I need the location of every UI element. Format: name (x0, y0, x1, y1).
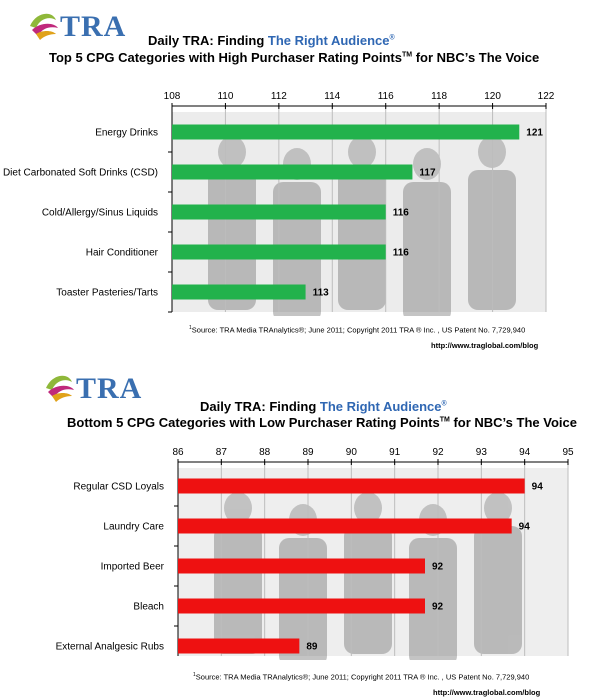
category-label: Toaster Pasteries/Tarts (56, 288, 158, 299)
source-text: Source: TRA Media TRAnalytics®; June 201… (191, 325, 526, 335)
tick-label: 89 (302, 447, 314, 458)
data-label: 121 (526, 128, 543, 139)
tick-label: 91 (389, 447, 401, 458)
tick-label: 88 (259, 447, 271, 458)
bar (172, 124, 520, 140)
swirl-icon (46, 375, 74, 402)
bar (178, 638, 300, 654)
category-label: Imported Beer (101, 562, 165, 573)
bar-chart-bottom: 86 87 88 89 90 91 92 93 94 95 Regular CSD Loyals 94… (56, 447, 574, 660)
tick-label: 108 (164, 91, 181, 102)
tick-label: 90 (346, 447, 358, 458)
subtitle-text: Top 5 CPG Categories with High Purchaser… (49, 50, 402, 65)
tick-label: 87 (216, 447, 228, 458)
category-label: Laundry Care (103, 522, 164, 533)
chart-subtitle: Bottom 5 CPG Categories with Low Purchas… (67, 415, 577, 430)
tick-label: 122 (538, 91, 555, 102)
category-label: Diet Carbonated Soft Drinks (CSD) (3, 168, 158, 179)
tick-label: 118 (431, 91, 447, 102)
bar (178, 558, 425, 574)
tick-label: 110 (217, 91, 233, 102)
tick-label: 114 (324, 91, 340, 102)
category-label: Bleach (133, 602, 164, 613)
tick-label: 112 (271, 91, 287, 102)
chart-subtitle: Top 5 CPG Categories with High Purchaser… (49, 50, 539, 65)
swirl-icon (30, 13, 58, 40)
tick-label: 93 (476, 447, 488, 458)
bar-chart-top: 108 110 112 114 116 118 120 122 Energy Drinks 121… (3, 91, 555, 316)
title-registered-mark: ® (441, 400, 447, 408)
bar (172, 284, 306, 300)
title-line: Daily TRA: Finding The Right Audience® (200, 399, 447, 414)
data-label: 116 (393, 208, 410, 219)
category-label: Regular CSD Loyals (73, 482, 164, 493)
tick-label: 116 (378, 91, 394, 102)
source-note: 1Source: TRA Media TRAnalytics®; June 20… (193, 672, 529, 682)
data-label: 94 (519, 522, 531, 533)
chart-panel-bottom: TRA Daily TRA: Finding The Right Audienc… (0, 352, 594, 700)
category-label: Energy Drinks (95, 128, 158, 139)
subtitle-text: Bottom 5 CPG Categories with Low Purchas… (67, 415, 440, 430)
bar (178, 518, 512, 534)
data-label: 92 (432, 562, 444, 573)
tick-label: 94 (519, 447, 531, 458)
subtitle-tm-mark: TM (439, 416, 450, 424)
data-label: 113 (313, 288, 330, 299)
bar (178, 598, 425, 614)
blog-url[interactable]: http://www.traglobal.com/blog (433, 688, 541, 697)
source-note: 1Source: TRA Media TRAnalytics®; June 20… (189, 325, 525, 335)
data-label: 94 (532, 482, 544, 493)
tick-label: 86 (172, 447, 184, 458)
title-prefix: Daily TRA: Finding (200, 399, 320, 414)
bar (172, 204, 386, 220)
tra-logo: TRA (30, 10, 126, 42)
chart-panel-top: TRA Daily TRA: Finding The Right Audienc… (3, 10, 555, 350)
tick-label: 120 (484, 91, 501, 102)
title-highlight: The Right Audience (319, 399, 442, 414)
blog-url[interactable]: http://www.traglobal.com/blog (431, 341, 539, 350)
logo-text: TRA (76, 372, 142, 404)
source-mark: 1 (189, 325, 192, 331)
subtitle-suffix: for NBC’s The Voice (449, 415, 577, 430)
bar (172, 244, 386, 260)
tick-label: 95 (562, 447, 574, 458)
tra-logo: TRA (46, 372, 142, 404)
data-label: 117 (419, 168, 436, 179)
title-line: Daily TRA: Finding The Right Audience® (148, 33, 395, 48)
tick-label: 92 (432, 447, 444, 458)
source-text: Source: TRA Media TRAnalytics®; June 201… (195, 672, 530, 682)
data-label: 89 (306, 642, 318, 653)
category-label: External Analgesic Rubs (56, 642, 164, 653)
bar (178, 478, 525, 494)
subtitle-suffix: for NBC’s The Voice (412, 50, 540, 65)
bar (172, 164, 413, 180)
title-prefix: Daily TRA: Finding (148, 33, 268, 48)
data-label: 116 (393, 248, 410, 259)
source-mark: 1 (193, 672, 196, 678)
logo-text: TRA (60, 10, 126, 42)
category-label: Hair Conditioner (86, 248, 159, 259)
data-label: 92 (432, 602, 444, 613)
title-registered-mark: ® (389, 34, 395, 42)
title-highlight: The Right Audience (267, 33, 390, 48)
subtitle-tm-mark: TM (401, 51, 413, 59)
category-label: Cold/Allergy/Sinus Liquids (42, 208, 158, 219)
